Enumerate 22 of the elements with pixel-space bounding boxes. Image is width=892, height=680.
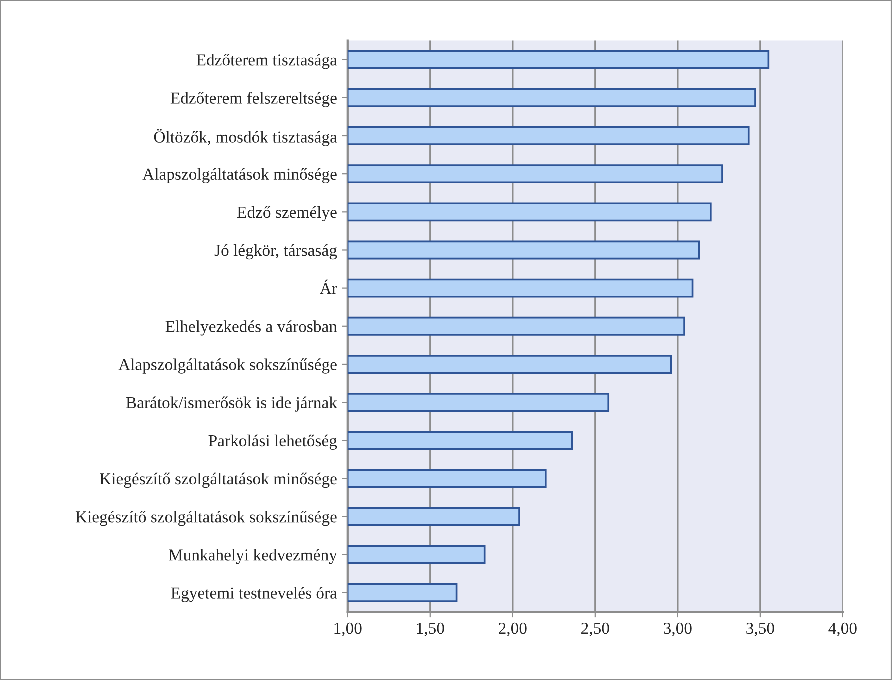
x-tick-label: 1,50 bbox=[417, 622, 444, 637]
y-tick-label: Kiegészítő szolgáltatások sokszínűsége bbox=[76, 511, 337, 526]
y-tick-label: Egyetemi testnevelés óra bbox=[171, 587, 338, 602]
y-tick-label: Barátok/ismerősök is ide járnak bbox=[126, 396, 338, 412]
y-tick-label: Alapszolgáltatások minősége bbox=[142, 168, 337, 184]
y-tick-label: Edzőterem felszereltsége bbox=[170, 92, 337, 108]
y-tick-label: Edzőterem tisztasága bbox=[196, 54, 338, 70]
x-tick-label: 3,50 bbox=[746, 622, 774, 637]
x-tick-label: 1,00 bbox=[334, 622, 362, 637]
y-tick-label: Öltözők, mosdók tisztasága bbox=[154, 129, 338, 146]
y-tick-label: Munkahelyi kedvezmény bbox=[169, 549, 338, 564]
y-tick-label: Kiegészítő szolgáltatások minősége bbox=[100, 472, 337, 488]
y-tick-label: Parkolási lehetőség bbox=[208, 434, 338, 450]
x-tick-label: 2,00 bbox=[499, 622, 527, 637]
y-tick-label: Ár bbox=[320, 280, 338, 294]
y-tick-label: Edző személye bbox=[238, 206, 337, 222]
y-tick-label: Jó légkör, társaság bbox=[214, 244, 338, 260]
x-tick-label: 4,00 bbox=[828, 622, 857, 637]
y-tick-label: Elhelyezkedés a városban bbox=[166, 320, 338, 336]
x-tick-label: 2,50 bbox=[582, 622, 610, 637]
y-tick-label: Alapszolgáltatások sokszínűsége bbox=[118, 358, 337, 374]
x-tick-label: 3,00 bbox=[664, 622, 692, 637]
